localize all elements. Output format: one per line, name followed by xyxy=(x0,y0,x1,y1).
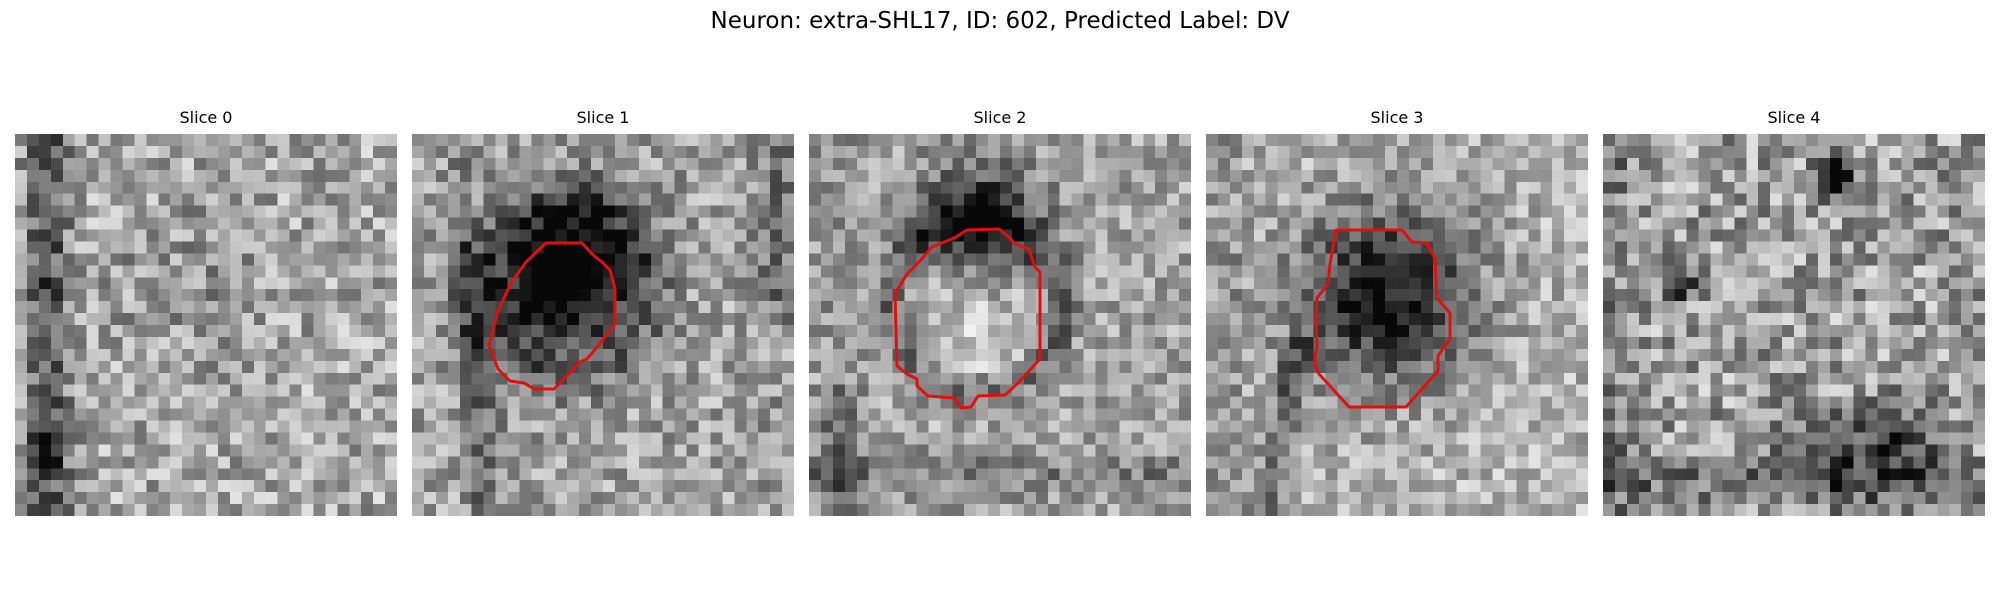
slice-title: Slice 4 xyxy=(1767,108,1821,127)
slice-image xyxy=(1603,134,1985,516)
microscopy-image xyxy=(1206,134,1588,516)
roi-contour-overlay xyxy=(1313,228,1452,409)
roi-contour xyxy=(1313,228,1452,409)
slice-image xyxy=(809,134,1191,516)
roi-contour-overlay xyxy=(893,227,1042,410)
slice-image xyxy=(1206,134,1588,516)
slice-image xyxy=(15,134,397,516)
slice-title: Slice 3 xyxy=(1370,108,1424,127)
roi-contour xyxy=(487,241,617,391)
microscopy-image xyxy=(412,134,794,516)
figure-title: Neuron: extra-SHL17, ID: 602, Predicted … xyxy=(710,8,1290,34)
roi-contour-overlay xyxy=(487,241,617,391)
roi-contour xyxy=(893,227,1042,410)
slice-image xyxy=(412,134,794,516)
slice-title: Slice 2 xyxy=(973,108,1027,127)
slice-title: Slice 0 xyxy=(179,108,233,127)
microscopy-image xyxy=(809,134,1191,516)
microscopy-image xyxy=(15,134,397,516)
slice-title: Slice 1 xyxy=(576,108,630,127)
microscopy-image xyxy=(1603,134,1985,516)
